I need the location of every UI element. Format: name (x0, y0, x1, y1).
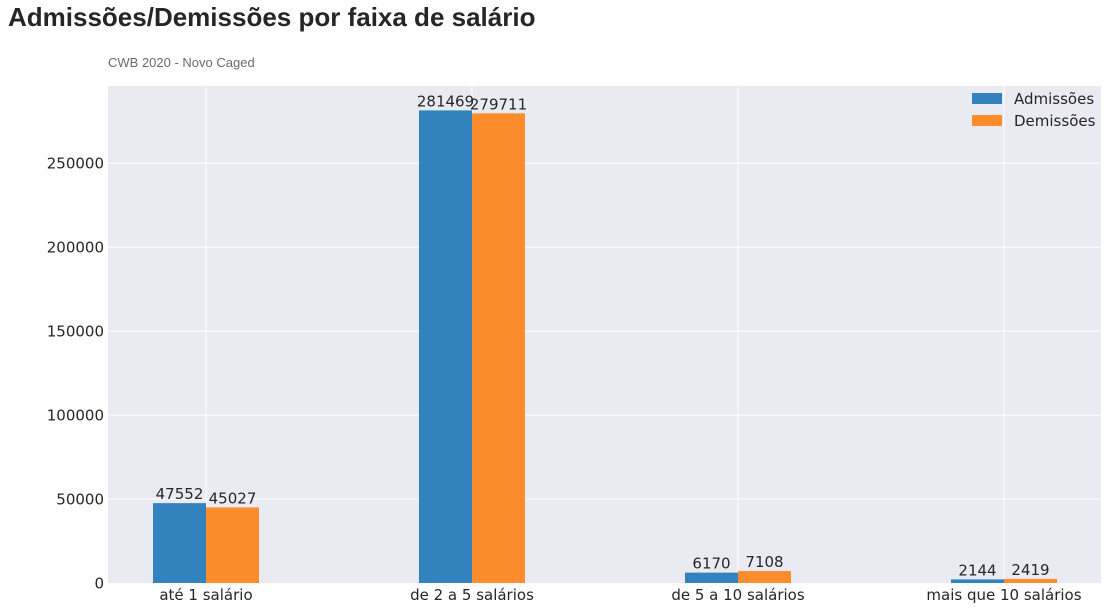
x-tick-label: de 5 a 10 salários (671, 586, 805, 604)
bar (472, 113, 525, 584)
bar (153, 503, 206, 583)
plot-background (108, 86, 1101, 583)
y-tick-label: 150000 (47, 323, 104, 341)
bar-value-label: 281469 (417, 92, 474, 110)
bar-value-label: 279711 (470, 95, 527, 113)
bar-value-label: 2144 (958, 561, 996, 579)
y-tick-label: 100000 (47, 407, 104, 425)
bar-value-label: 45027 (209, 489, 257, 507)
y-tick-label: 50000 (56, 491, 104, 509)
y-tick-label: 0 (94, 575, 104, 593)
axes: 0 50000 100000 150000 200000 250000 até 1 salá… (47, 155, 1082, 604)
bar-value-label: 47552 (156, 485, 204, 503)
legend: Admissões Demissões (972, 90, 1096, 130)
x-tick-label: de 2 a 5 salários (410, 586, 534, 604)
bar (685, 572, 738, 583)
bar-value-label: 2419 (1011, 561, 1049, 579)
bars (153, 110, 1057, 584)
y-tick-label: 200000 (47, 239, 104, 257)
bar (206, 507, 259, 583)
bar (1004, 578, 1057, 583)
bar (419, 110, 472, 584)
x-tick-label: até 1 salário (159, 586, 252, 604)
bar-value-label: 7108 (745, 553, 783, 571)
chart-title: Admissões/Demissões por faixa de salário (8, 2, 536, 32)
x-tick-label: mais que 10 salários (926, 586, 1081, 604)
legend-label: Demissões (1014, 112, 1096, 130)
chart-subtitle: CWB 2020 - Novo Caged (108, 55, 255, 70)
bar (951, 579, 1004, 583)
legend-swatch (972, 93, 1002, 104)
bar-value-label: 6170 (692, 555, 730, 573)
legend-swatch (972, 115, 1002, 126)
legend-label: Admissões (1014, 90, 1094, 108)
y-tick-label: 250000 (47, 155, 104, 173)
bar (738, 571, 791, 583)
